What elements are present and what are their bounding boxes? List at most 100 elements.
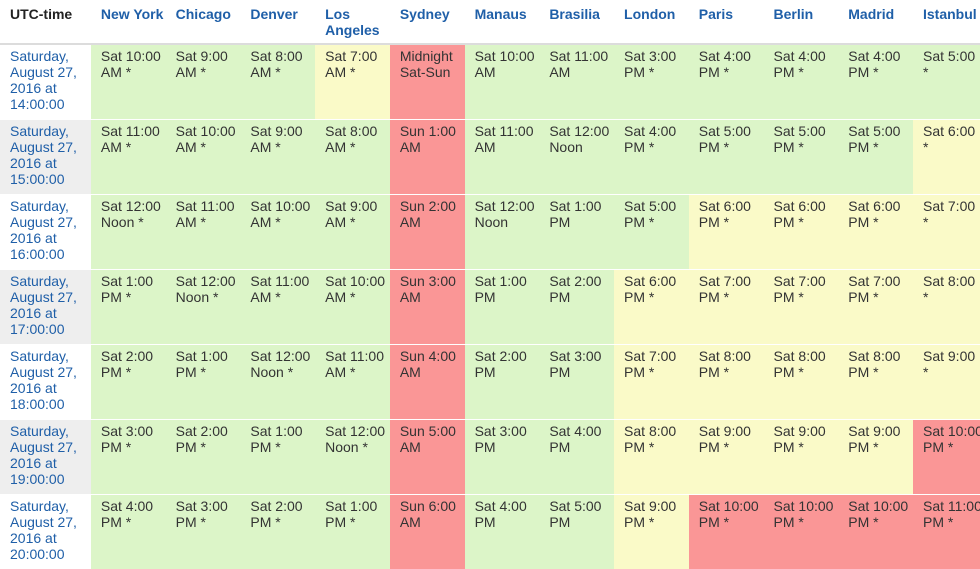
local-time-cell: Sat 6:00 PM * xyxy=(614,268,689,344)
local-time-cell: Sat 5:00 PM * xyxy=(688,118,764,194)
city-header-london[interactable]: London xyxy=(614,0,689,45)
city-header-istanbul[interactable]: Istanbul xyxy=(912,0,980,45)
local-time-cell: Sat 1:00 PM xyxy=(464,268,540,344)
local-time-cell: Sat 6:00 PM * xyxy=(912,118,980,194)
local-time-cell: Sat 4:00 PM * xyxy=(838,43,913,119)
table-row: Saturday, August 27, 2016 at 17:00:00 Sat… xyxy=(0,268,980,344)
local-time-cell: Sat 10:00 PM * xyxy=(688,493,764,569)
local-time-cell: Sat 12:00 Noon * xyxy=(90,193,166,269)
local-time-cell: Sat 9:00 PM * xyxy=(838,418,913,494)
local-time-cell: Midnight Sat-Sun xyxy=(389,43,465,119)
local-time-cell: Sat 11:00 PM * xyxy=(912,493,980,569)
local-time-cell: Sat 11:00 AM * xyxy=(90,118,166,194)
local-time-cell: Sat 9:00 PM * xyxy=(688,418,764,494)
local-time-cell: Sat 5:00 PM * xyxy=(614,193,689,269)
local-time-cell: Sat 10:00 PM * xyxy=(912,418,980,494)
local-time-cell: Sat 8:00 PM * xyxy=(614,418,689,494)
local-time-cell: Sat 10:00 AM * xyxy=(90,43,166,119)
city-header-berlin[interactable]: Berlin xyxy=(763,0,839,45)
local-time-cell: Sat 9:00 PM * xyxy=(912,343,980,419)
utc-time-link[interactable]: Saturday, August 27, 2016 at 20:00:00 xyxy=(0,493,91,569)
local-time-cell: Sat 4:00 PM xyxy=(539,418,615,494)
utc-time-link[interactable]: Saturday, August 27, 2016 at 15:00:00 xyxy=(0,118,91,194)
table-row: Saturday, August 27, 2016 at 19:00:00 Sat… xyxy=(0,418,980,494)
city-header-madrid[interactable]: Madrid xyxy=(838,0,913,45)
header-row: UTC-time New York Chicago Denver Los Ang… xyxy=(0,0,980,45)
local-time-cell: Sat 3:00 PM * xyxy=(165,493,241,569)
local-time-cell: Sat 2:00 PM * xyxy=(240,493,316,569)
local-time-cell: Sat 3:00 PM xyxy=(539,343,615,419)
local-time-cell: Sat 2:00 PM * xyxy=(90,343,166,419)
local-time-cell: Sat 10:00 AM * xyxy=(240,193,316,269)
local-time-cell: Sat 9:00 PM * xyxy=(614,493,689,569)
local-time-cell: Sat 6:00 PM * xyxy=(688,193,764,269)
local-time-cell: Sun 6:00 AM xyxy=(389,493,465,569)
local-time-cell: Sun 5:00 AM xyxy=(389,418,465,494)
local-time-cell: Sun 4:00 AM xyxy=(389,343,465,419)
local-time-cell: Sat 5:00 PM * xyxy=(912,43,980,119)
local-time-cell: Sat 6:00 PM * xyxy=(763,193,839,269)
city-header-denver[interactable]: Denver xyxy=(240,0,316,45)
time-zone-table-body: Saturday, August 27, 2016 at 14:00:00 Sat… xyxy=(0,43,980,569)
city-header-chicago[interactable]: Chicago xyxy=(165,0,241,45)
local-time-cell: Sat 7:00 PM * xyxy=(688,268,764,344)
local-time-cell: Sat 2:00 PM xyxy=(539,268,615,344)
local-time-cell: Sat 10:00 AM * xyxy=(315,268,390,344)
local-time-cell: Sat 11:00 AM * xyxy=(240,268,316,344)
local-time-cell: Sat 9:00 AM * xyxy=(165,43,241,119)
utc-time-link[interactable]: Saturday, August 27, 2016 at 18:00:00 xyxy=(0,343,91,419)
local-time-cell: Sat 12:00 Noon * xyxy=(315,418,390,494)
city-header-paris[interactable]: Paris xyxy=(688,0,764,45)
local-time-cell: Sun 2:00 AM xyxy=(389,193,465,269)
local-time-cell: Sat 9:00 AM * xyxy=(240,118,316,194)
local-time-cell: Sat 3:00 PM * xyxy=(90,418,166,494)
local-time-cell: Sat 11:00 AM * xyxy=(165,193,241,269)
local-time-cell: Sat 5:00 PM * xyxy=(763,118,839,194)
local-time-cell: Sat 8:00 AM * xyxy=(315,118,390,194)
local-time-cell: Sat 8:00 PM * xyxy=(912,268,980,344)
local-time-cell: Sat 10:00 PM * xyxy=(838,493,913,569)
local-time-cell: Sat 7:00 PM * xyxy=(838,268,913,344)
local-time-cell: Sat 12:00 Noon xyxy=(464,193,540,269)
local-time-cell: Sat 11:00 AM xyxy=(539,43,615,119)
local-time-cell: Sat 10:00 PM * xyxy=(763,493,839,569)
utc-time-link[interactable]: Saturday, August 27, 2016 at 19:00:00 xyxy=(0,418,91,494)
local-time-cell: Sat 12:00 Noon * xyxy=(240,343,316,419)
local-time-cell: Sat 2:00 PM * xyxy=(165,418,241,494)
table-row: Saturday, August 27, 2016 at 15:00:00 Sat… xyxy=(0,118,980,194)
local-time-cell: Sat 8:00 PM * xyxy=(763,343,839,419)
local-time-cell: Sat 1:00 PM * xyxy=(165,343,241,419)
table-row: Saturday, August 27, 2016 at 14:00:00 Sat… xyxy=(0,43,980,119)
city-header-manaus[interactable]: Manaus xyxy=(464,0,540,45)
local-time-cell: Sun 3:00 AM xyxy=(389,268,465,344)
local-time-cell: Sat 4:00 PM * xyxy=(688,43,764,119)
local-time-cell: Sat 1:00 PM * xyxy=(315,493,390,569)
city-header-sydney[interactable]: Sydney xyxy=(389,0,465,45)
table-row: Saturday, August 27, 2016 at 16:00:00 Sat… xyxy=(0,193,980,269)
city-header-los-angeles[interactable]: Los Angeles xyxy=(315,0,390,45)
local-time-cell: Sat 4:00 PM xyxy=(464,493,540,569)
city-header-new-york[interactable]: New York xyxy=(90,0,166,45)
local-time-cell: Sat 8:00 PM * xyxy=(838,343,913,419)
local-time-cell: Sat 7:00 PM * xyxy=(763,268,839,344)
local-time-cell: Sat 7:00 PM * xyxy=(614,343,689,419)
local-time-cell: Sat 8:00 PM * xyxy=(688,343,764,419)
local-time-cell: Sat 3:00 PM * xyxy=(614,43,689,119)
utc-time-link[interactable]: Saturday, August 27, 2016 at 14:00:00 xyxy=(0,43,91,119)
utc-column-header: UTC-time xyxy=(0,0,91,45)
local-time-cell: Sat 11:00 AM * xyxy=(315,343,390,419)
city-header-brasilia[interactable]: Brasilia xyxy=(539,0,615,45)
local-time-cell: Sat 10:00 AM xyxy=(464,43,540,119)
local-time-cell: Sat 1:00 PM xyxy=(539,193,615,269)
local-time-cell: Sat 7:00 PM * xyxy=(912,193,980,269)
local-time-cell: Sat 9:00 AM * xyxy=(315,193,390,269)
local-time-cell: Sat 12:00 Noon xyxy=(539,118,615,194)
local-time-cell: Sat 4:00 PM * xyxy=(614,118,689,194)
utc-time-link[interactable]: Saturday, August 27, 2016 at 17:00:00 xyxy=(0,268,91,344)
local-time-cell: Sat 10:00 AM * xyxy=(165,118,241,194)
local-time-cell: Sat 11:00 AM xyxy=(464,118,540,194)
local-time-cell: Sat 4:00 PM * xyxy=(763,43,839,119)
utc-time-link[interactable]: Saturday, August 27, 2016 at 16:00:00 xyxy=(0,193,91,269)
local-time-cell: Sat 1:00 PM * xyxy=(90,268,166,344)
